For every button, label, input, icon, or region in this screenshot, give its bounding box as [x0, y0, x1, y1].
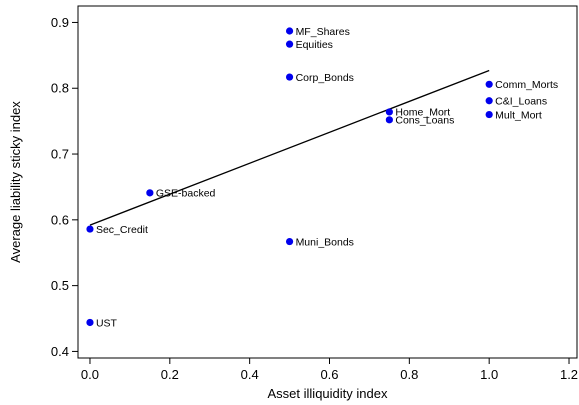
y-axis-ticks: 0.4 0.5 0.6 0.7 0.8 0.9: [51, 15, 78, 359]
x-axis-ticks: 0.0 0.2 0.4 0.6 0.8 1.0 1.2: [81, 358, 578, 382]
y-tick-label: 0.5: [51, 278, 69, 293]
data-points: [86, 27, 493, 327]
data-point: [285, 40, 294, 48]
data-point: [485, 110, 493, 119]
point-label: Mult_Mort: [495, 109, 542, 121]
point-label: Equities: [296, 39, 333, 51]
point-label: UST: [96, 317, 118, 329]
data-point: [385, 116, 393, 124]
y-tick-label: 0.6: [51, 212, 69, 227]
data-point: [146, 189, 154, 197]
x-tick-label: 0.8: [400, 367, 418, 382]
point-label: Corp_Bonds: [296, 72, 354, 84]
x-tick-label: 1.0: [480, 367, 498, 382]
x-tick-label: 0.0: [81, 367, 99, 382]
point-label: Home_Mort: [395, 107, 450, 119]
x-tick-label: 0.4: [241, 367, 259, 382]
x-tick-label: 0.2: [161, 367, 179, 382]
y-tick-label: 0.4: [51, 344, 69, 359]
y-tick-label: 0.9: [51, 15, 69, 30]
point-label: Cons_Loans: [395, 115, 454, 127]
x-axis-label: Asset illiquidity index: [268, 386, 388, 401]
point-label: Muni_Bonds: [296, 236, 354, 248]
point-label: C&I_Loans: [495, 96, 547, 108]
data-point: [285, 27, 294, 35]
point-label: Comm_Morts: [495, 79, 558, 91]
y-axis-label: Average liability sticky index: [8, 101, 23, 263]
point-label: MF_Shares: [296, 26, 350, 38]
data-point: [285, 237, 294, 246]
x-tick-label: 1.2: [560, 367, 578, 382]
data-point: [485, 97, 493, 105]
fit-line: [89, 69, 490, 226]
data-point: [285, 73, 294, 81]
y-tick-label: 0.7: [51, 147, 69, 162]
plot-frame: [77, 5, 578, 359]
data-point: [86, 318, 94, 327]
x-tick-label: 0.6: [320, 367, 338, 382]
point-label: GSE-backed: [156, 188, 216, 200]
point-label: Sec_Credit: [96, 224, 148, 236]
data-point: [485, 80, 493, 88]
data-point: [385, 108, 393, 116]
data-point: [86, 225, 94, 233]
y-tick-label: 0.8: [51, 81, 69, 96]
